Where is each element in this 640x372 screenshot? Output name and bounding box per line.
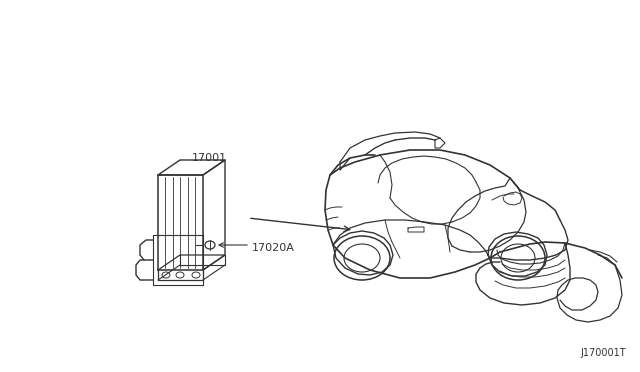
Text: 17001: 17001 — [192, 153, 227, 163]
Text: 17020A: 17020A — [252, 243, 295, 253]
Text: J170001T: J170001T — [580, 348, 626, 358]
